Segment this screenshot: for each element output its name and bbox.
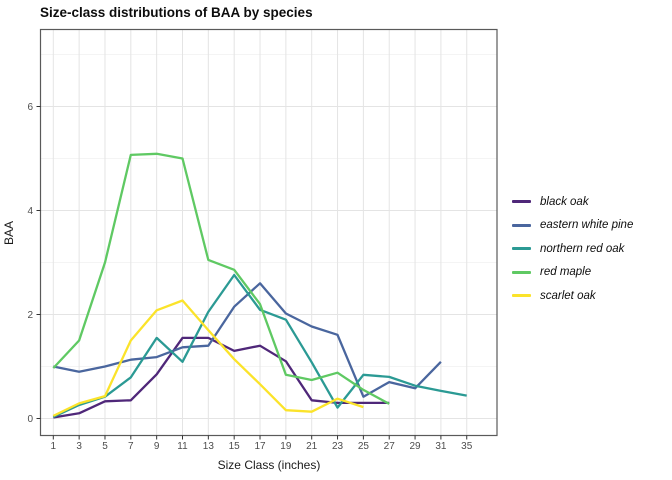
x-tick-label: 3 [76,441,82,452]
legend-item: black oak [512,190,633,214]
legend-key-line [512,200,531,204]
series-lines [52,152,467,419]
legend-label: black oak [540,195,589,208]
y-axis-title: BAA [2,221,16,246]
x-tick-label: 7 [128,441,134,452]
panel-border [39,28,498,437]
y-tick-label: 6 [27,102,33,113]
series-line-eastern-white-pine [53,282,442,398]
legend-label: red maple [540,266,592,279]
x-tick-label: 21 [306,441,318,452]
x-tick-label: 15 [229,441,241,452]
series-line-scarlet-oak [52,299,364,417]
y-tick-label: 4 [27,206,33,217]
legend-key-line [512,247,531,251]
chart-title: Size-class distributions of BAA by speci… [40,5,313,20]
legend-label: northern red oak [540,242,625,255]
x-tick-label: 5 [102,441,108,452]
y-tick-label: 0 [27,414,33,425]
legend-item: eastern white pine [512,214,633,238]
x-tick-label: 13 [203,441,215,452]
legend-key-line [512,294,531,298]
x-tick-label: 29 [409,441,421,452]
legend-key-line [512,223,531,227]
series-line-northern-red-oak [52,273,467,418]
legend-label: scarlet oak [540,289,596,302]
gridlines [40,29,497,436]
panel [39,28,498,437]
legend-item: scarlet oak [512,284,633,308]
x-tick-label: 9 [154,441,160,452]
x-tick-label: 31 [435,441,447,452]
x-tick-label: 1 [51,441,57,452]
x-tick-label: 25 [358,441,370,452]
x-tick-label: 27 [384,441,396,452]
legend-item: red maple [512,261,633,285]
x-axis-title: Size Class (inches) [217,458,321,472]
legend-label: eastern white pine [540,219,634,232]
series-line-red-maple [52,152,390,405]
x-tick-label: 23 [332,441,344,452]
x-tick-label: 17 [254,441,266,452]
x-tick-label: 11 [177,441,188,452]
legend-item: northern red oak [512,237,633,261]
legend: black oak eastern white pine northern red … [512,190,633,308]
x-tick-label: 19 [280,441,292,452]
x-tick-label: 35 [461,441,473,452]
y-tick-label: 2 [27,310,33,321]
legend-key-line [512,270,531,274]
